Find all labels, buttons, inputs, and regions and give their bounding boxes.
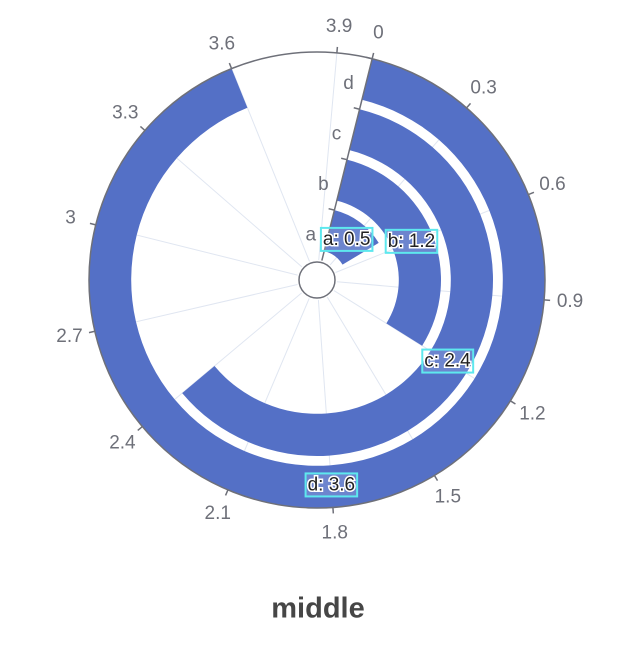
angle-tick-label: 0.9 xyxy=(557,291,583,312)
value-label: c: 2.4 xyxy=(421,348,475,374)
radius-tick xyxy=(340,157,348,161)
angle-tick-label: 2.7 xyxy=(56,326,82,347)
angle-tick-label: 3.6 xyxy=(209,34,235,55)
value-label-text: d: 3.6 xyxy=(308,474,356,495)
angle-tick-label: 1.2 xyxy=(519,404,545,425)
chart-title: middle xyxy=(271,593,364,625)
value-label-box xyxy=(384,228,439,254)
radius-tick-label: d xyxy=(343,73,354,94)
radius-tick-label: a xyxy=(306,224,317,245)
angle-tick xyxy=(137,425,143,431)
angle-tick-label: 3 xyxy=(65,208,76,229)
grid-line xyxy=(318,52,338,261)
angle-tick xyxy=(466,102,472,109)
radius-tick-label: c xyxy=(332,123,342,144)
angle-tick xyxy=(336,46,339,53)
radius-tick xyxy=(353,107,360,110)
angle-tick-label: 1.5 xyxy=(435,487,461,508)
value-label-box xyxy=(319,226,374,252)
angle-tick-label: 2.4 xyxy=(109,432,136,453)
angle-tick xyxy=(88,330,96,334)
angle-tick-label: 2.1 xyxy=(205,503,231,524)
angle-tick-label: 0.6 xyxy=(539,174,565,195)
angle-tick xyxy=(89,222,96,226)
radius-tick xyxy=(366,56,373,60)
value-label: a: 0.5 xyxy=(319,226,374,252)
angle-tick xyxy=(433,475,439,481)
center-circle xyxy=(298,261,336,299)
angle-axis-line xyxy=(88,51,546,509)
angle-tick xyxy=(371,52,375,59)
value-label: d: 3.6 xyxy=(304,472,359,498)
angle-tick-label: 0 xyxy=(373,23,384,44)
angle-tick xyxy=(224,489,229,496)
angle-tick-label: 0.3 xyxy=(470,77,496,98)
angle-tick xyxy=(139,125,146,131)
bar xyxy=(182,109,493,456)
angle-tick-label: 3.3 xyxy=(112,102,138,123)
angle-tick-label: 1.8 xyxy=(322,522,348,543)
angle-tick xyxy=(528,191,535,196)
value-label-text: c: 2.4 xyxy=(424,351,471,372)
value-label-box xyxy=(421,348,475,374)
radius-tick-label: b xyxy=(318,174,329,195)
value-label-text: b: 1.2 xyxy=(388,231,436,252)
angle-tick xyxy=(228,62,233,69)
bar xyxy=(336,159,441,346)
value-label-text: a: 0.5 xyxy=(323,229,371,250)
angle-tick xyxy=(509,400,516,405)
angle-tick xyxy=(544,299,551,302)
radius-tick xyxy=(328,207,335,211)
value-label: b: 1.2 xyxy=(384,228,439,254)
value-label-box xyxy=(304,472,359,498)
angle-tick-label: 3.9 xyxy=(326,16,352,37)
